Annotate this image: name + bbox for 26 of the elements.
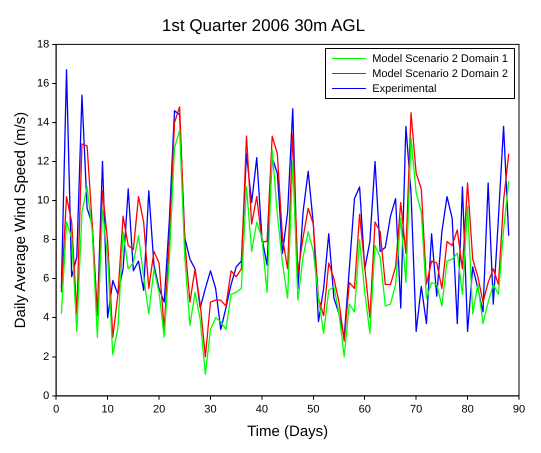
y-tick-label: 0	[43, 390, 50, 402]
x-tick-label: 0	[53, 403, 60, 416]
y-tick-label: 16	[36, 77, 50, 90]
y-tick-label: 12	[36, 156, 50, 168]
x-tick-label: 90	[512, 403, 526, 416]
x-tick-label: 30	[204, 403, 217, 416]
y-tick-label: 14	[36, 116, 50, 129]
x-tick-label: 40	[256, 403, 268, 416]
legend-label: Model Scenario 2 Domain 2	[372, 68, 508, 80]
x-axis-title: Time (Days)	[247, 423, 328, 440]
y-tick-label: 10	[36, 194, 50, 207]
x-tick-label: 70	[410, 403, 422, 416]
y-tick-label: 4	[43, 312, 50, 324]
y-axis-title: Daily Average Wind Speed (m/s)	[12, 112, 30, 328]
legend-label: Model Scenario 2 Domain 1	[372, 52, 508, 65]
y-tick-label: 18	[36, 38, 50, 50]
y-tick-label: 2	[43, 350, 50, 363]
legend-label: Experimental	[372, 82, 436, 95]
chart-title: 1st Quarter 2006 30m AGL	[162, 16, 366, 35]
x-tick-label: 50	[307, 403, 320, 416]
x-tick-label: 10	[102, 403, 114, 416]
x-tick-label: 80	[461, 403, 474, 416]
y-tick-label: 8	[43, 234, 50, 246]
x-tick-label: 20	[152, 403, 166, 416]
x-tick-label: 60	[358, 403, 371, 416]
y-tick-label: 6	[43, 272, 50, 285]
